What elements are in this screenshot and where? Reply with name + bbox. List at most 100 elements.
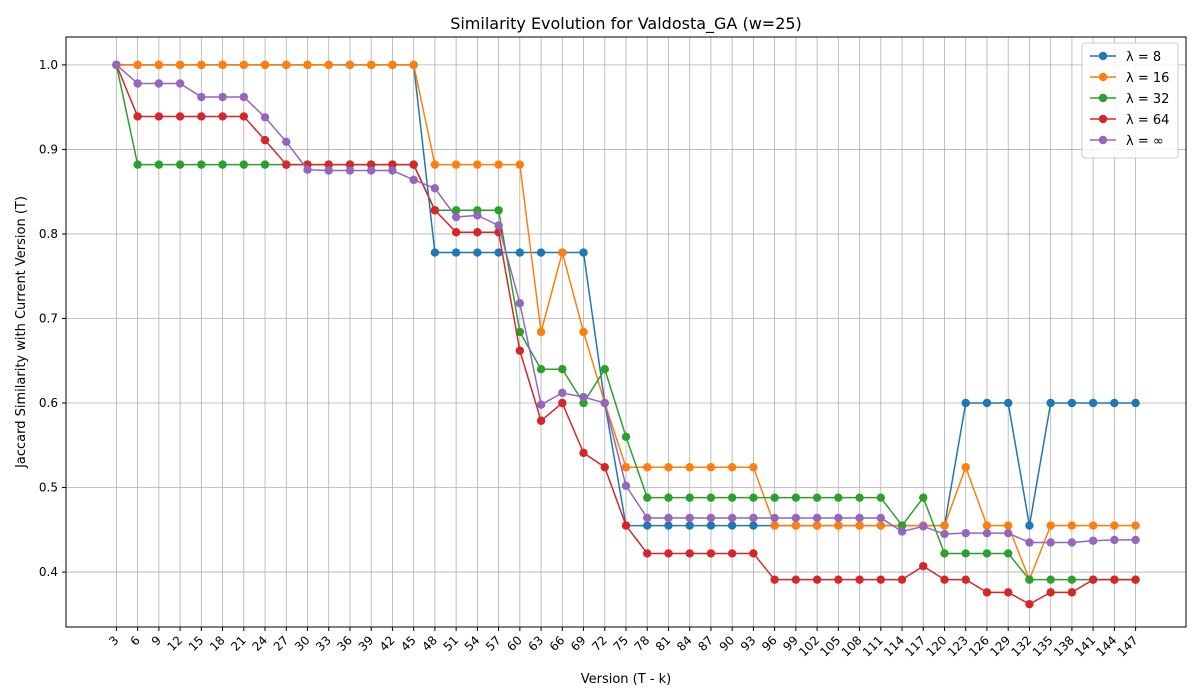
data-point [154, 160, 164, 169]
data-point [175, 160, 185, 169]
data-point [536, 248, 546, 257]
data-point [473, 211, 482, 220]
data-point [473, 160, 482, 169]
x-tick-label: 21 [228, 633, 249, 654]
data-point [919, 522, 928, 531]
x-tick-label: 93 [738, 633, 759, 654]
data-point [409, 175, 418, 185]
data-point [749, 513, 758, 523]
data-point [239, 112, 248, 121]
x-tick-label: 69 [568, 633, 589, 654]
data-point [706, 549, 716, 558]
legend-label: λ = ∞ [1126, 134, 1164, 149]
data-point [197, 160, 206, 169]
data-point [961, 398, 970, 408]
legend-swatch-marker [1098, 93, 1108, 103]
data-point [430, 248, 440, 257]
data-point [494, 248, 503, 257]
data-point [1067, 575, 1077, 584]
x-tick-label: 90 [717, 633, 738, 654]
data-point [876, 575, 885, 584]
data-point [260, 60, 270, 70]
data-point [239, 60, 248, 70]
data-point [367, 60, 376, 70]
x-tick-label: 72 [589, 633, 610, 654]
x-tick-label: 138 [1051, 633, 1077, 659]
x-tick-label: 6 [127, 633, 142, 648]
data-point [260, 135, 270, 145]
data-point [239, 92, 248, 102]
x-axis-ticks: 3 6 9 12 15 18 21 24 27 30 33 36 39 42 45 48 51 54 57 60 63 6… [106, 627, 1141, 659]
data-point [1025, 521, 1034, 530]
data-point [282, 160, 291, 169]
x-tick-label: 144 [1093, 633, 1119, 659]
grid [66, 37, 1186, 627]
data-point [451, 248, 461, 257]
data-point [494, 160, 503, 169]
data-point [876, 521, 885, 530]
data-point [303, 165, 312, 174]
data-point [876, 493, 885, 502]
data-point [812, 493, 822, 502]
data-point [536, 416, 546, 425]
x-tick-label: 39 [356, 633, 377, 654]
data-point [536, 327, 546, 337]
data-point [1046, 575, 1055, 584]
data-point [961, 575, 970, 584]
data-point [409, 60, 418, 70]
data-point [558, 364, 567, 374]
data-point [579, 248, 588, 257]
legend-swatch-marker [1098, 114, 1108, 124]
data-point [197, 92, 206, 102]
data-point [791, 513, 801, 523]
data-point [791, 493, 801, 502]
legend-item: λ = 64 [1090, 113, 1169, 128]
data-point [154, 112, 164, 121]
x-axis-label: Version (T - k) [581, 672, 672, 687]
data-point [579, 398, 588, 408]
data-point [685, 463, 694, 472]
data-point [1088, 398, 1098, 408]
data-point [1131, 575, 1140, 584]
data-point [770, 513, 779, 523]
data-point [600, 398, 609, 408]
x-tick-label: 126 [966, 633, 992, 659]
data-point [1110, 575, 1119, 584]
data-point [133, 112, 142, 121]
data-point [1004, 549, 1013, 558]
x-tick-label: 123 [945, 633, 971, 659]
data-point [1110, 398, 1119, 408]
x-tick-label: 81 [653, 633, 674, 654]
data-point [579, 327, 588, 337]
data-point [1025, 538, 1034, 547]
data-point [685, 521, 694, 530]
data-point [494, 206, 503, 215]
data-point [727, 493, 737, 502]
data-point [1131, 521, 1140, 530]
data-point [218, 160, 227, 169]
legend-label: λ = 16 [1126, 71, 1169, 86]
y-axis-label: Jaccard Similarity with Current Version … [14, 196, 29, 469]
data-point [558, 388, 567, 398]
data-point [961, 528, 970, 538]
x-tick-label: 96 [759, 633, 780, 654]
y-axis-ticks: 0.4 0.5 0.6 0.7 0.8 0.9 1.0 [39, 58, 66, 579]
data-point [175, 60, 185, 70]
data-point [749, 521, 758, 530]
data-point [600, 463, 609, 472]
data-point [558, 248, 567, 257]
x-tick-label: 36 [334, 633, 355, 654]
data-point [961, 463, 970, 472]
data-point [112, 60, 121, 70]
data-point [727, 513, 737, 523]
x-tick-label: 45 [398, 633, 419, 654]
y-tick-label: 0.5 [39, 481, 58, 495]
x-tick-label: 9 [149, 633, 164, 648]
data-point [473, 228, 482, 237]
data-point [1131, 398, 1140, 408]
data-point [430, 160, 440, 169]
x-tick-label: 117 [902, 633, 928, 659]
data-point [154, 79, 164, 88]
data-point [897, 521, 907, 530]
data-point [643, 549, 652, 558]
